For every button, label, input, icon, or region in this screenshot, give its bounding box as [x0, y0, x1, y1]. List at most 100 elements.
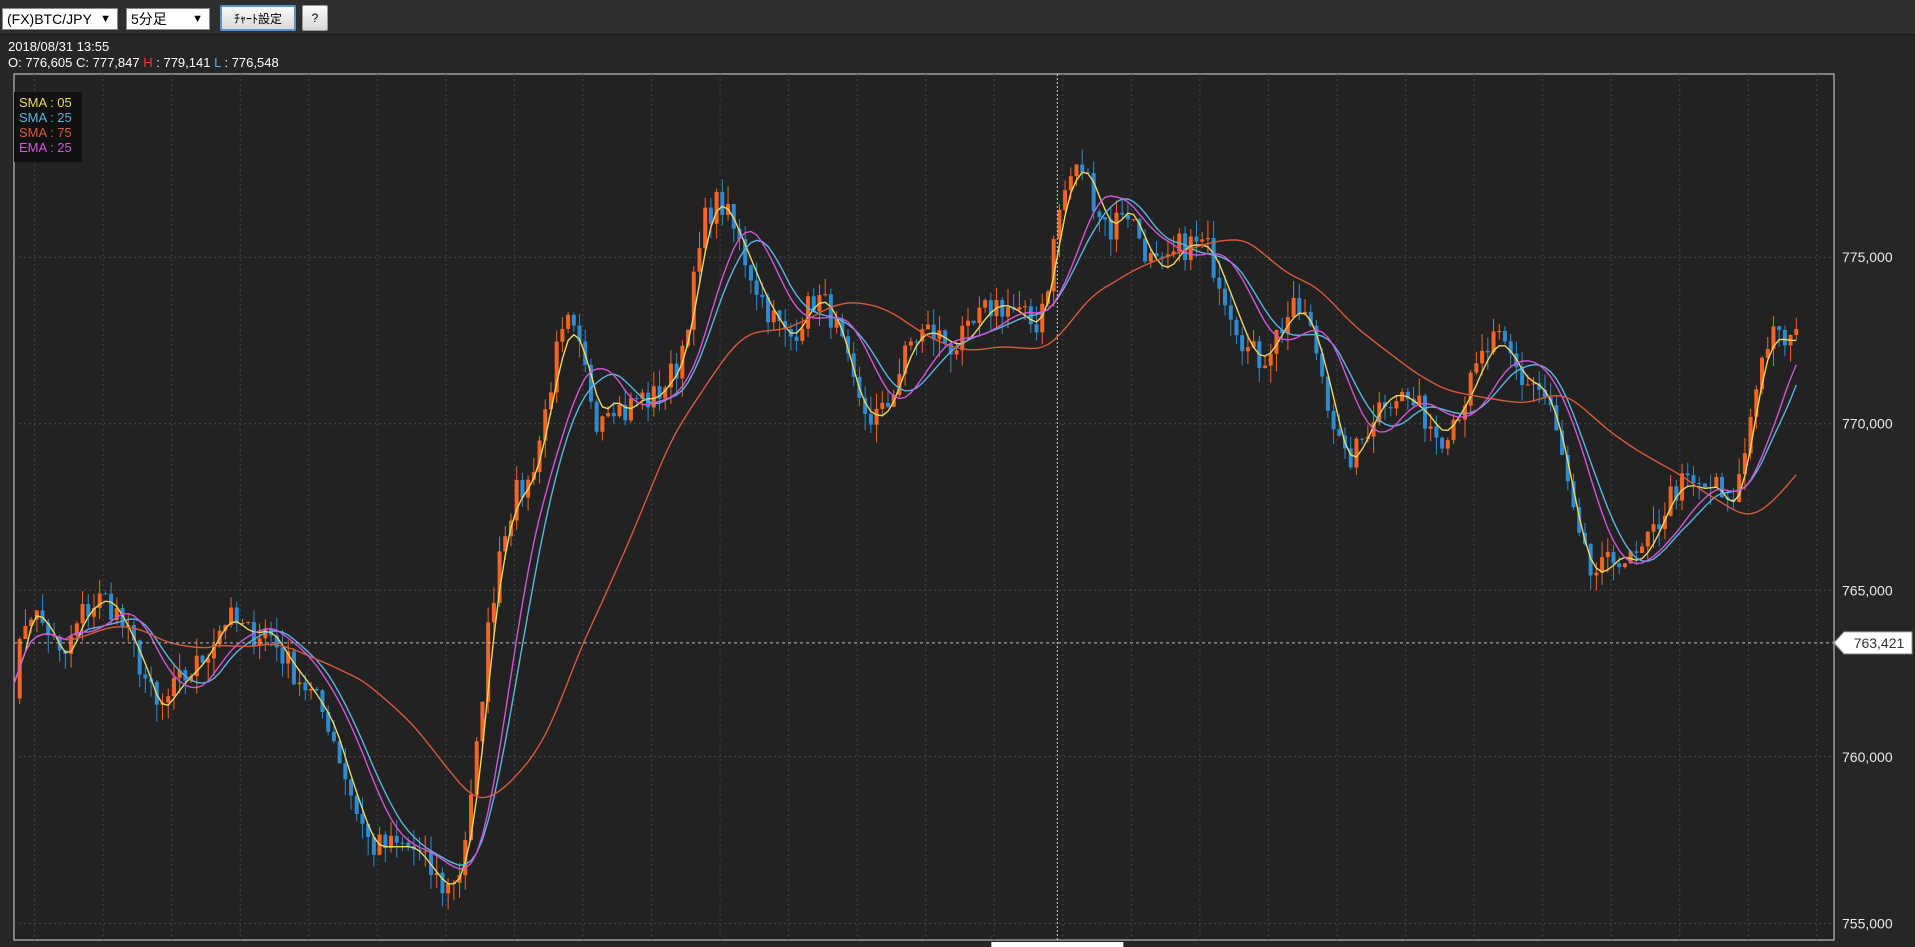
candle-body — [971, 320, 976, 324]
candle-body — [1771, 326, 1776, 350]
candle-body — [948, 343, 953, 355]
candle-body — [303, 682, 308, 691]
candle-body — [874, 408, 879, 425]
y-tick-label: 775,000 — [1842, 249, 1893, 265]
candle-body — [240, 622, 245, 624]
candle-body — [617, 404, 622, 417]
candle-body — [1240, 335, 1245, 352]
interval-select[interactable]: 5分足 ▼ — [126, 8, 210, 30]
candle-body — [514, 479, 519, 521]
help-button[interactable]: ? — [302, 5, 328, 31]
x-tick-label: 03:00 — [291, 944, 326, 947]
candle-body — [274, 635, 279, 648]
candle-body — [1594, 572, 1599, 576]
candle-body — [766, 297, 771, 323]
open-value: 776,605 — [25, 55, 73, 70]
symbol-select[interactable]: (FX)BTC/JPY ▼ — [2, 8, 118, 30]
candle-body — [1325, 376, 1330, 411]
candle-body — [23, 626, 28, 639]
candle-body — [925, 324, 930, 330]
candle-body — [1348, 448, 1353, 468]
legend-item: SMA : 25 — [19, 110, 72, 125]
candle-body — [1577, 507, 1582, 533]
close-label: C — [75, 55, 86, 70]
y-tick-label: 755,000 — [1842, 915, 1893, 931]
candlestick-chart[interactable]: 755,000 760,000 765,000 770,000 775,000 8/31 0… — [0, 34, 1915, 947]
candle-body — [1417, 395, 1422, 406]
candle-body — [1371, 422, 1376, 437]
candle-body — [954, 350, 959, 355]
candle-body — [903, 345, 908, 374]
candle-body — [1245, 347, 1250, 352]
candle-body — [200, 655, 205, 663]
candle-body — [1680, 473, 1685, 501]
candle-body — [1485, 350, 1490, 353]
candle-body — [1143, 238, 1148, 262]
candle-body — [1571, 481, 1576, 508]
candle-body — [697, 248, 702, 272]
candle-body — [1508, 341, 1513, 354]
candle-body — [1251, 341, 1256, 348]
candle-body — [1742, 453, 1747, 475]
candle-body — [1640, 546, 1645, 553]
candle-body — [1434, 426, 1439, 438]
candle-body — [1737, 474, 1742, 502]
candle-body — [828, 294, 833, 328]
candle-body — [651, 386, 656, 408]
legend-item: SMA : 05 — [19, 95, 72, 110]
candle-body — [720, 191, 725, 215]
chart-settings-button[interactable]: ﾁｬｰﾄ設定 — [220, 5, 296, 31]
candle-body — [611, 413, 616, 417]
candle-body — [1617, 563, 1622, 568]
candle-body — [1422, 395, 1427, 429]
candle-body — [1468, 372, 1473, 406]
candle-body — [389, 835, 394, 849]
candle-body — [1782, 329, 1787, 346]
candle-body — [1685, 473, 1690, 476]
candle-body — [668, 363, 673, 388]
candle-body — [463, 840, 468, 876]
close-value: 777,847 — [92, 55, 140, 70]
candle-body — [1051, 238, 1056, 292]
candle-body — [97, 593, 102, 609]
candle-body — [560, 328, 565, 342]
candle-body — [1645, 531, 1650, 547]
candle-body — [1211, 238, 1216, 278]
candle-body — [400, 842, 405, 844]
candle-body — [965, 320, 970, 326]
candle-body — [34, 610, 39, 620]
candle-body — [1160, 256, 1165, 258]
candle-body — [714, 191, 719, 224]
candle-body — [1045, 291, 1050, 304]
candle-body — [1097, 211, 1102, 218]
candle-body — [1080, 164, 1085, 173]
candle-body — [1560, 430, 1565, 456]
candle-body — [131, 624, 136, 641]
x-tick-label: 22:00 — [1594, 944, 1629, 947]
candle-body — [708, 207, 713, 224]
candle-body — [674, 363, 679, 379]
high-label: H — [143, 55, 153, 70]
ohlc-readout: 2018/08/31 13:55 O: 776,605 C: 777,847 H… — [8, 39, 279, 71]
candle-body — [731, 204, 736, 229]
candle-body — [120, 608, 125, 627]
candle-body — [880, 402, 885, 409]
sma-25-line — [13, 198, 1797, 867]
candle-body — [1565, 455, 1570, 482]
candle-body — [1040, 303, 1045, 333]
legend-item: EMA : 25 — [19, 140, 72, 155]
candle-body — [634, 398, 639, 400]
x-tick-label: 5:00 — [1118, 944, 1145, 947]
high-value: 779,141 — [163, 55, 211, 70]
candle-body — [406, 842, 411, 847]
candle-body — [1394, 401, 1399, 409]
candle-body — [349, 779, 354, 796]
candle-body — [46, 622, 51, 636]
candle-body — [1388, 406, 1393, 409]
candle-body — [371, 837, 376, 855]
candle-body — [1074, 164, 1079, 177]
candle-body — [851, 353, 856, 377]
candle-body — [1148, 253, 1153, 262]
candle-body — [1194, 236, 1199, 242]
candle-body — [297, 682, 302, 685]
